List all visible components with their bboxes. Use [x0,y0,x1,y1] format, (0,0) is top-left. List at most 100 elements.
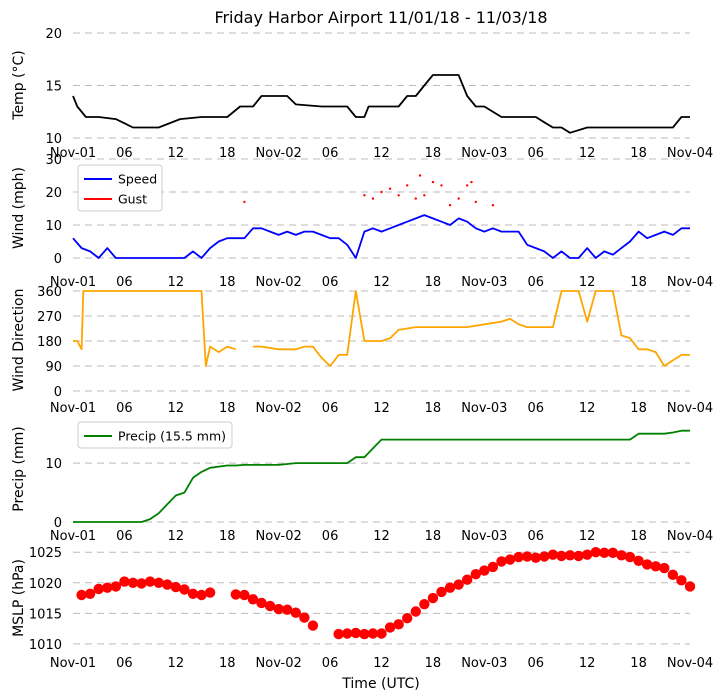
pressure-point [659,562,670,574]
y-tick-label: 1010 [29,638,62,653]
pressure-point [247,594,259,605]
y-tick-label: 20 [45,27,62,42]
x-tick-label: 18 [425,529,442,544]
pressure-point [504,554,516,565]
x-tick-label: 18 [425,656,442,671]
pressure-point [136,578,147,589]
pressure-point [127,577,139,588]
pressure-point [359,628,370,640]
x-tick-label: Nov-02 [256,275,302,290]
pressure-point [230,589,242,600]
pressure-point [170,581,182,593]
gust-point [431,180,435,184]
precip-plot-area: 0 10 Nov-01 06 12 18 Nov-02 06 12 18 Nov-03 06 12 18 N… [45,421,713,544]
pressure-point [453,579,464,590]
pressure-point [444,582,456,593]
pressure-point [633,555,644,566]
legend-box [77,421,233,449]
x-tick-label: 06 [322,275,339,290]
figure-title: Friday Harbor Airport 11/01/18 - 11/03/1… [214,8,547,27]
pressure-point [676,575,687,586]
pressure-point [299,612,310,623]
x-tick-label: 18 [219,656,236,671]
x-tick-label: 06 [527,529,544,544]
x-tick-label: 12 [168,401,185,416]
pressure-point [427,592,439,604]
pressure-point [479,565,490,576]
y-tick-label: 10 [45,457,62,472]
x-tick-label: Nov-04 [667,275,713,290]
x-tick-label: Nov-03 [461,275,507,290]
pressure-point [350,627,361,639]
x-tick-label: 06 [527,275,544,290]
pressure-point [179,584,190,595]
x-tick-label: 12 [579,529,596,544]
pressure-point [342,628,353,639]
x-tick-label: Nov-01 [50,401,96,416]
pressure-point [461,574,473,585]
pressure-point [264,600,276,612]
legend-label: Speed [118,172,157,187]
pressure-point [290,607,302,618]
x-tick-label: 12 [579,401,596,416]
gust-point [371,197,375,200]
x-tick-label: 06 [322,529,339,544]
y-tick-label: 10 [45,132,62,147]
pressure-point [624,551,636,563]
gust-point [457,197,460,200]
y-tick-label: 0 [54,252,62,267]
pressure-point [530,552,541,563]
pressure-point [76,589,87,601]
gust-point [243,200,246,204]
wind-direction-plot-area: 0 90 180 270 360 Nov-01 06 12 18 Nov-02 06 12 18 Nov-… [37,285,713,416]
x-tick-label: Nov-01 [50,529,96,544]
pressure-point [273,603,284,615]
x-tick-label: 18 [630,529,647,544]
x-tick-label: 18 [630,656,647,671]
x-tick-label: 06 [116,275,133,290]
x-tick-label: 18 [219,401,236,416]
y-tick-label: 1015 [29,607,62,622]
pressure-point [153,577,164,588]
pressure-point [84,588,96,599]
temperature-series-line [72,74,690,134]
pressure-point [119,576,130,587]
pressure-point [239,589,250,601]
x-tick-label: Nov-04 [667,529,713,544]
x-tick-label: 06 [322,656,339,671]
x-tick-label: 12 [168,529,185,544]
pressure-point [376,628,387,639]
wind-ylabel: Wind (mph) [11,167,27,249]
pressure-point [256,597,267,609]
pressure-point [667,569,679,581]
pressure-point [581,549,593,560]
x-tick-label: 18 [219,146,236,161]
pressure-point [307,620,319,631]
x-tick-label: 18 [219,275,236,290]
pressure-point [564,550,576,561]
y-tick-label: 270 [37,310,62,325]
x-tick-label: 12 [579,275,596,290]
pressure-point [496,556,507,567]
x-tick-label: Nov-03 [461,656,507,671]
x-tick-label: 12 [373,656,390,671]
x-tick-label: Nov-03 [461,146,507,161]
pressure-point [187,588,199,599]
x-tick-label: Nov-02 [256,529,302,544]
pressure-point [204,587,216,598]
gust-point [418,174,422,177]
pressure-point [556,550,567,562]
y-tick-label: 15 [45,80,62,95]
pressure-point [599,547,610,559]
y-tick-label: 0 [54,385,62,400]
pressure-point [410,606,421,617]
pressure-point [110,581,122,592]
gust-point [470,180,473,184]
temperature-plot-area: 10 15 20 Nov-01 06 12 18 Nov-02 06 12 18 Nov-03 06 12… [45,27,713,161]
gust-point [414,197,417,200]
y-tick-label: 1025 [29,546,62,561]
wind_direction-series-line [73,290,690,367]
gust-point [406,184,409,187]
pressure-point [487,561,499,573]
x-tick-label: 12 [373,529,390,544]
